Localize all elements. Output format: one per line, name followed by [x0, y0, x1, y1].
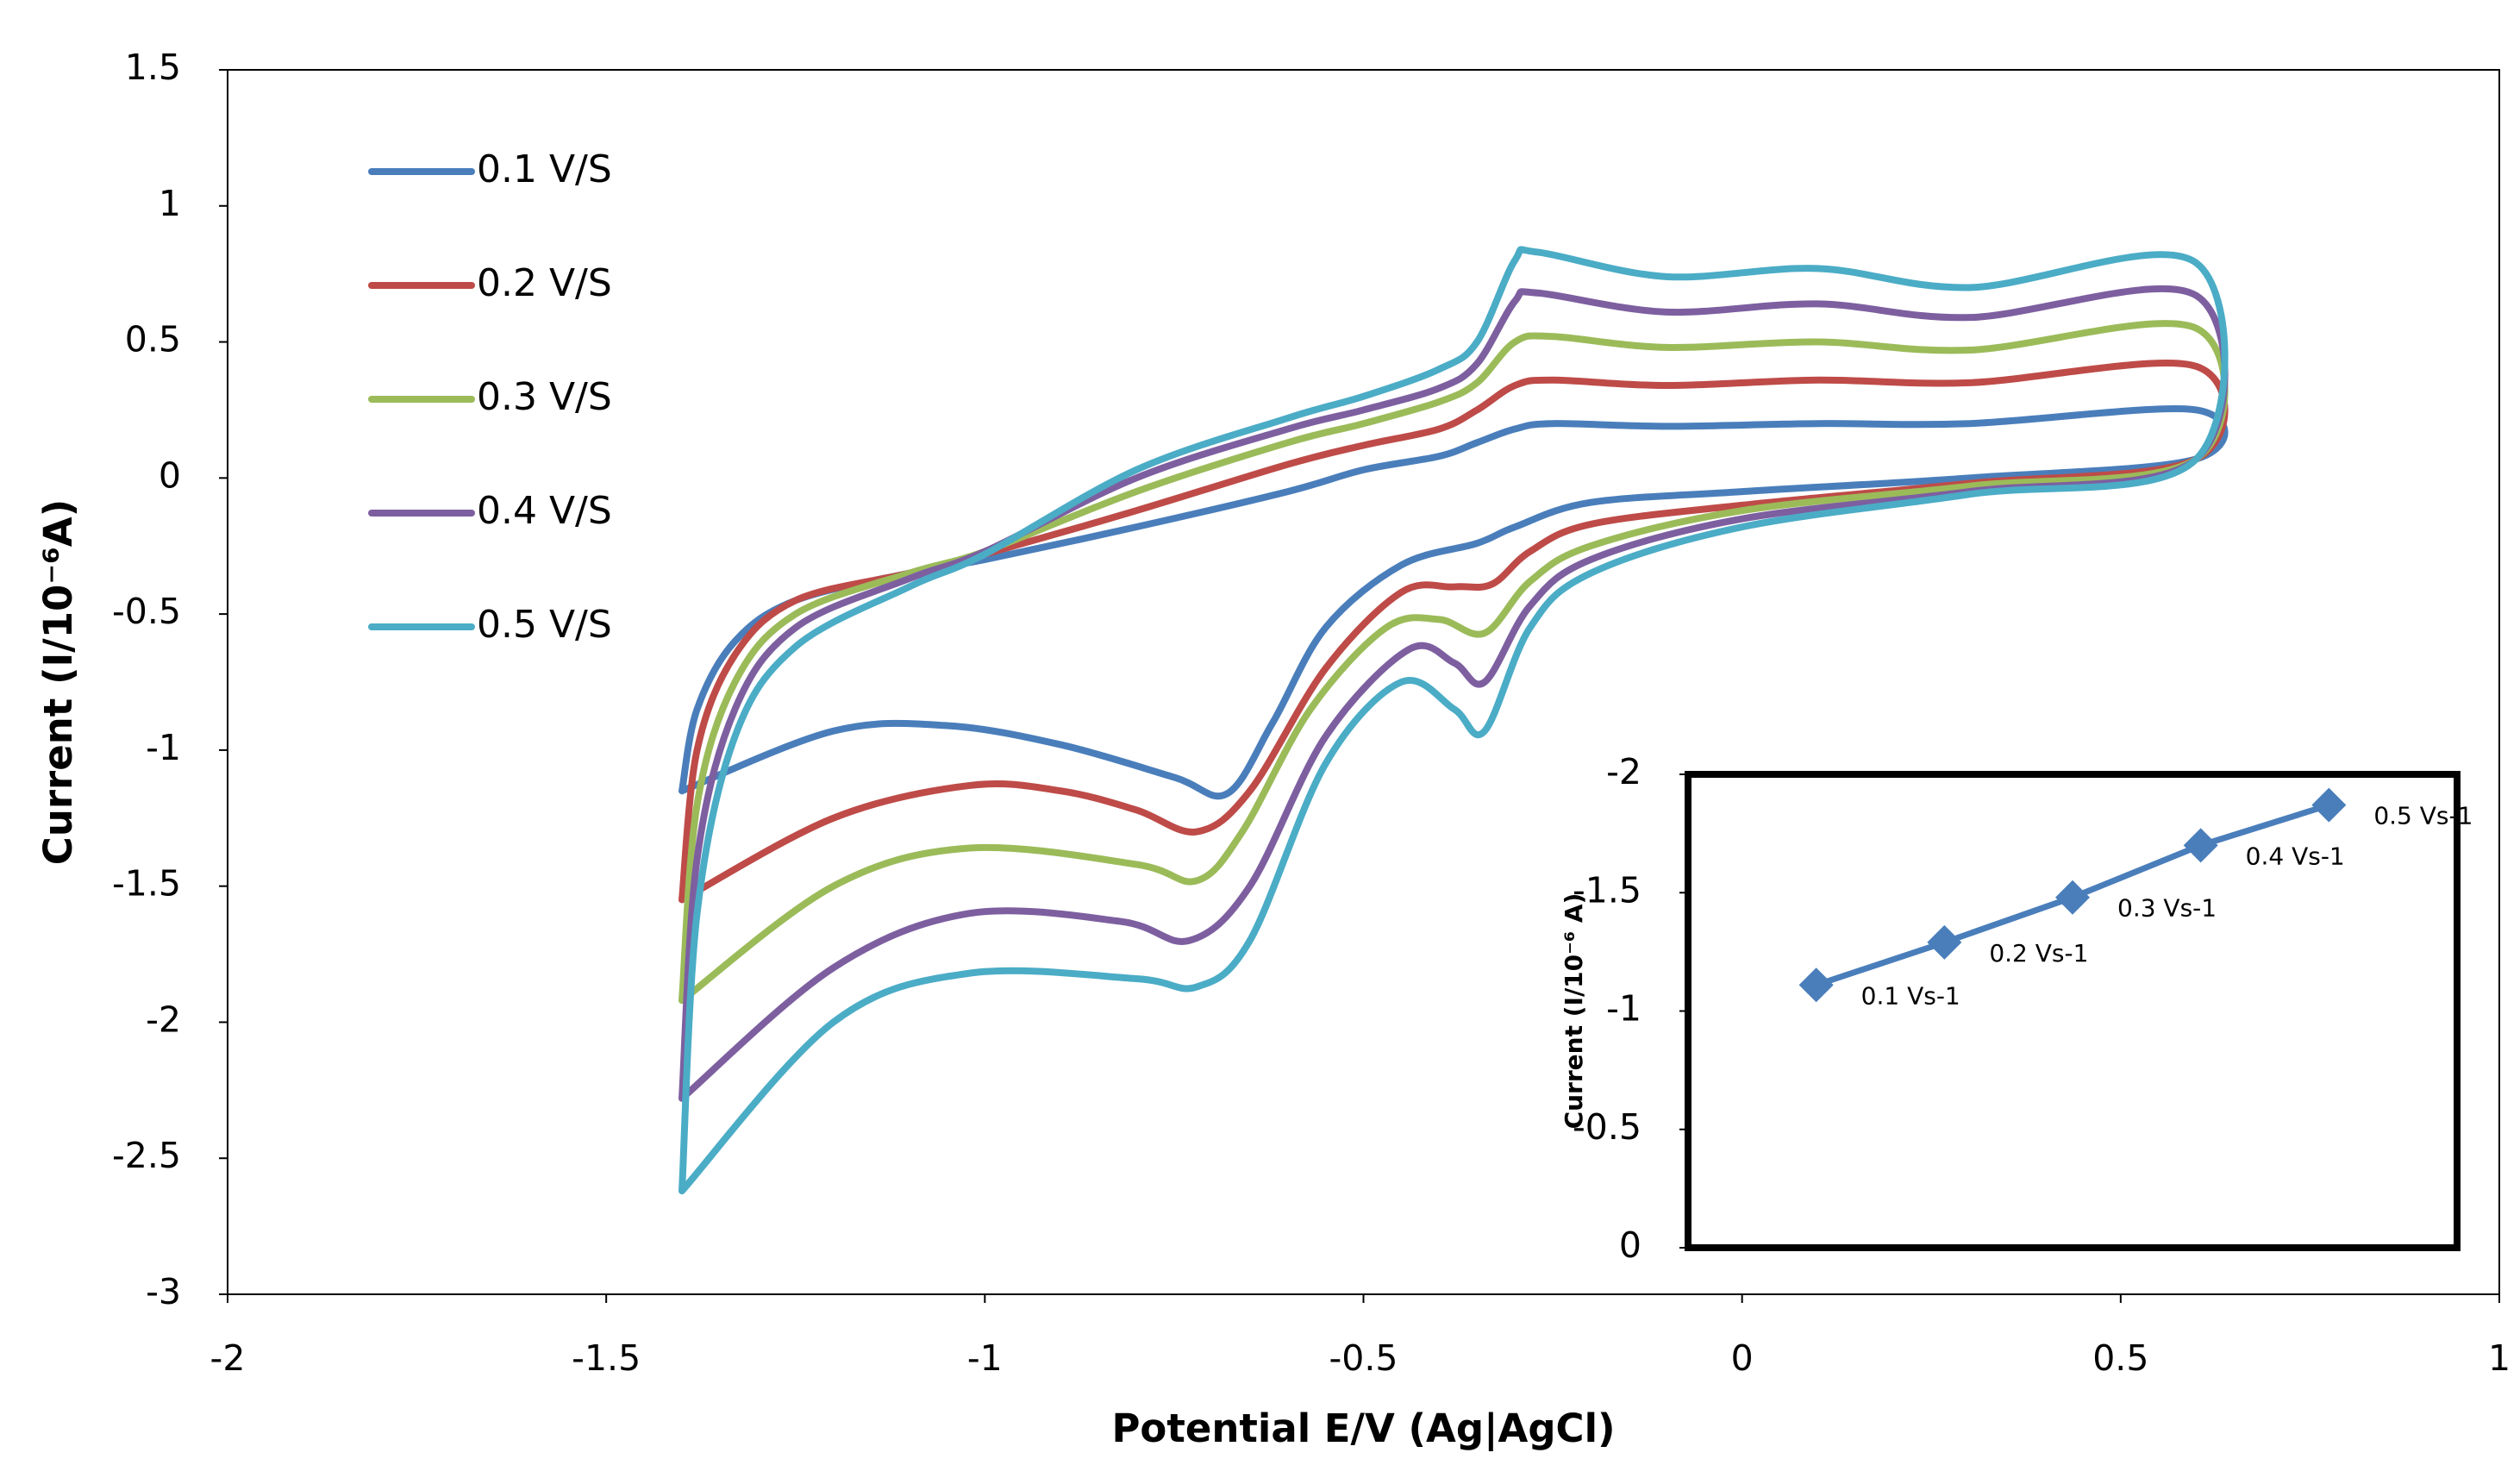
series-line [678, 360, 2229, 904]
x-tick-label: 1 [2488, 1337, 2511, 1379]
y-tick-label: -0.5 [112, 591, 181, 632]
inset-marker [2055, 880, 2090, 915]
x-tick-label: -0.5 [1329, 1337, 1398, 1379]
inset-point-label: 0.5 Vs-1 [2373, 802, 2473, 830]
inset-point-label: 0.2 Vs-1 [1989, 939, 2088, 967]
x-tick-label: 0 [1731, 1337, 1754, 1379]
inset-marker [1927, 924, 1962, 960]
inset-point-label: 0.3 Vs-1 [2117, 894, 2217, 923]
x-tick-label: -2 [210, 1337, 246, 1379]
inset-y-tick-label: 0 [1619, 1224, 1641, 1266]
inset-marker [2183, 828, 2218, 863]
y-tick-label: 1.5 [125, 47, 181, 88]
inset-y-tick-label: -0.5 [1573, 1106, 1641, 1148]
inset-marker [2311, 787, 2347, 823]
inset-y-tick-label: -1.5 [1573, 869, 1641, 911]
inset-y-tick-label: -2 [1606, 751, 1641, 792]
inset-y-tick-label: -1 [1606, 988, 1641, 1030]
y-tick-label: -1 [146, 727, 181, 768]
series-line [678, 405, 2229, 800]
y-tick-label: -1.5 [112, 863, 181, 905]
y-tick-label: -3 [146, 1271, 181, 1312]
y-axis-title: Current (I/10⁻⁶A) [35, 499, 81, 865]
y-tick-label: 0.5 [125, 319, 181, 360]
inset-point-label: 0.4 Vs-1 [2246, 842, 2345, 870]
series-line [678, 246, 2229, 1195]
inset-point-label: 0.1 Vs-1 [1861, 981, 1960, 1010]
x-tick-label: -1 [967, 1337, 1003, 1379]
legend-label: 0.3 V/S [477, 375, 612, 419]
y-tick-label: -2.5 [112, 1135, 181, 1176]
x-axis-title: Potential E/V (Ag|AgCl) [1111, 1406, 1615, 1451]
inset-y-axis-title: Current (I/10⁻⁶ A) [1560, 893, 1588, 1130]
legend-label: 0.5 V/S [477, 603, 612, 647]
x-tick-label: -1.5 [572, 1337, 641, 1379]
y-tick-label: -2 [146, 999, 181, 1040]
y-tick-label: 1 [159, 183, 181, 224]
x-tick-label: 0.5 [2092, 1337, 2148, 1379]
legend-label: 0.4 V/S [477, 489, 612, 533]
y-tick-label: 0 [159, 454, 181, 496]
inset-marker [1798, 967, 1834, 1003]
legend-label: 0.2 V/S [477, 261, 612, 305]
legend-label: 0.1 V/S [477, 147, 612, 191]
